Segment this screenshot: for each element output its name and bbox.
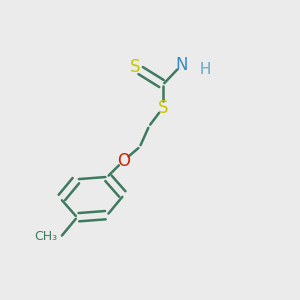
Text: H: H — [199, 62, 211, 77]
Text: CH₃: CH₃ — [34, 230, 57, 244]
Text: S: S — [130, 58, 140, 76]
Text: H: H — [199, 62, 211, 77]
Text: N: N — [176, 56, 188, 74]
Text: O: O — [117, 152, 130, 170]
Text: S: S — [158, 99, 168, 117]
